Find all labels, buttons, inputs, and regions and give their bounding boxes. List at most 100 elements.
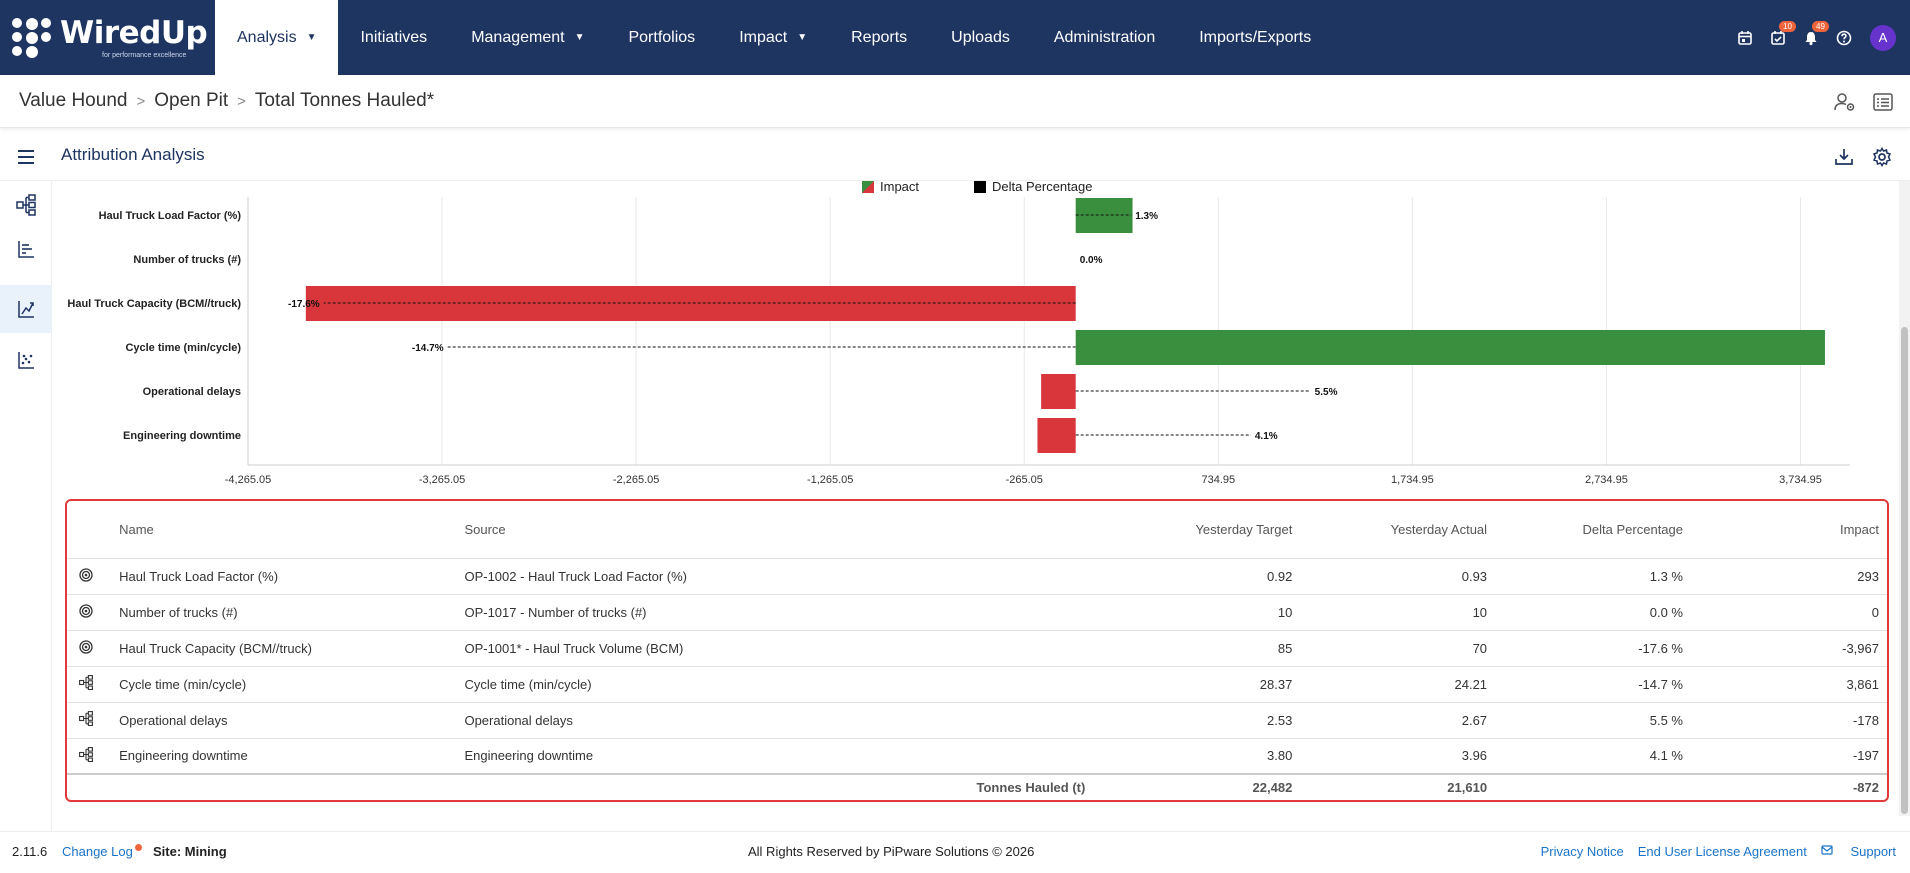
brand-name: WiredUp xyxy=(60,15,208,51)
table-row[interactable]: Cycle time (min/cycle) Cycle time (min/cy… xyxy=(67,666,1887,703)
attribution-chart: Impact Delta Percentage -4,265.05 -3,265.05… xyxy=(67,181,1850,486)
column-header-source[interactable]: Source xyxy=(456,501,1094,559)
attribution-table: Name Source Yesterday Target Yesterday A… xyxy=(67,501,1887,800)
tree-view-icon[interactable] xyxy=(0,181,52,229)
table-row[interactable]: Number of trucks (#) OP-1017 - Number of … xyxy=(67,594,1887,631)
user-settings-icon[interactable] xyxy=(1832,89,1858,115)
x-tick-label: -265.05 xyxy=(1006,474,1043,486)
tasks-icon[interactable]: 10 xyxy=(1762,20,1796,54)
delta-label: 4.1% xyxy=(1255,431,1278,442)
cell-name: Engineering downtime xyxy=(111,738,457,775)
wiredup-logo[interactable]: WiredUp for performance excellence xyxy=(12,15,208,60)
support-label: Support xyxy=(1850,844,1896,859)
nav-item-impact[interactable]: Impact ▼ xyxy=(717,0,829,75)
cell-impact: -197 xyxy=(1691,738,1887,775)
nav-item-initiatives[interactable]: Initiatives xyxy=(338,0,449,75)
column-header-delta[interactable]: Delta Percentage xyxy=(1495,501,1691,559)
impact-bar xyxy=(1041,374,1076,409)
cell-delta: 5.5 % xyxy=(1495,702,1691,739)
nav-item-label: Imports/Exports xyxy=(1199,28,1312,46)
nav-item-administration[interactable]: Administration xyxy=(1032,0,1177,75)
table-row[interactable]: Engineering downtime Engineering downtime… xyxy=(67,738,1887,775)
target-icon xyxy=(67,558,112,595)
nav-item-reports[interactable]: Reports xyxy=(829,0,929,75)
scrollbar-thumb[interactable] xyxy=(1901,327,1908,814)
column-header-name[interactable]: Name xyxy=(111,501,457,559)
version-label: 2.11.6 xyxy=(12,844,48,859)
legend-delta-label: Delta Percentage xyxy=(992,181,1092,194)
brand-tagline: for performance excellence xyxy=(102,52,187,59)
help-icon[interactable] xyxy=(1828,22,1860,54)
main-content: Impact Delta Percentage -4,265.05 -3,265.05… xyxy=(52,181,1900,831)
nav-item-analysis[interactable]: Analysis ▼ xyxy=(215,0,339,75)
target-icon xyxy=(67,630,112,667)
column-header-actual[interactable]: Yesterday Actual xyxy=(1300,501,1496,559)
total-target: 22,482 xyxy=(1093,773,1301,800)
cell-delta: -17.6 % xyxy=(1495,630,1691,667)
cell-target: 2.53 xyxy=(1093,702,1301,739)
cell-name: Haul Truck Load Factor (%) xyxy=(111,558,457,595)
legend-impact-label: Impact xyxy=(880,181,919,194)
attribution-table-container: Name Source Yesterday Target Yesterday A… xyxy=(65,499,1889,802)
delta-label: 5.5% xyxy=(1315,387,1338,398)
page-title: Attribution Analysis xyxy=(61,145,205,164)
privacy-notice-link[interactable]: Privacy Notice xyxy=(1540,844,1624,859)
column-header-target[interactable]: Yesterday Target xyxy=(1093,501,1301,559)
nav-item-label: Impact xyxy=(739,28,788,46)
change-log-link[interactable]: Change Log xyxy=(62,844,142,859)
vertical-scrollbar[interactable] xyxy=(1899,181,1910,816)
cell-name: Operational delays xyxy=(111,702,457,739)
cell-source: OP-1017 - Number of trucks (#) xyxy=(456,594,1094,631)
nav-item-imports-exports[interactable]: Imports/Exports xyxy=(1177,0,1333,75)
list-view-icon[interactable] xyxy=(1870,89,1896,115)
cell-impact: 0 xyxy=(1691,594,1887,631)
cell-impact: 3,861 xyxy=(1691,666,1887,703)
table-header-row: Name Source Yesterday Target Yesterday A… xyxy=(67,501,1887,559)
breadcrumb-item: Total Tonnes Hauled* xyxy=(254,90,435,111)
cell-source: Engineering downtime xyxy=(456,738,1094,775)
attribution-chart-icon[interactable] xyxy=(0,285,52,333)
table-row[interactable]: Haul Truck Load Factor (%) OP-1002 - Haul… xyxy=(67,558,1887,595)
bell-icon[interactable]: 49 xyxy=(1795,20,1829,54)
cell-source: OP-1002 - Haul Truck Load Factor (%) xyxy=(456,558,1094,595)
cell-delta: 0.0 % xyxy=(1495,594,1691,631)
delta-label: 0.0% xyxy=(1080,255,1103,266)
total-actual: 21,610 xyxy=(1300,773,1496,800)
target-icon xyxy=(67,594,112,631)
column-header-impact[interactable]: Impact xyxy=(1691,501,1887,559)
calendar-icon[interactable] xyxy=(1729,22,1761,54)
nav-item-uploads[interactable]: Uploads xyxy=(929,0,1032,75)
scatter-plot-icon[interactable] xyxy=(0,336,52,384)
support-icon xyxy=(1821,845,1833,855)
cell-source: OP-1001* - Haul Truck Volume (BCM) xyxy=(456,630,1094,667)
nav-item-label: Analysis xyxy=(237,28,297,46)
category-label: Cycle time (min/cycle) xyxy=(125,342,241,354)
tasks-badge: 10 xyxy=(1779,20,1796,32)
breadcrumb-item[interactable]: Open Pit xyxy=(154,90,229,111)
x-tick-label: 734.95 xyxy=(1201,474,1235,486)
caret-down-icon: ▼ xyxy=(306,32,317,43)
cell-delta: 4.1 % xyxy=(1495,738,1691,775)
total-label: Tonnes Hauled (t) xyxy=(456,773,1094,800)
breadcrumb-item[interactable]: Value Hound xyxy=(19,90,128,111)
nav-item-portfolios[interactable]: Portfolios xyxy=(606,0,717,75)
table-row[interactable]: Haul Truck Capacity (BCM//truck) OP-1001*… xyxy=(67,630,1887,667)
footer: 2.11.6 Change Log Site: Mining All Right… xyxy=(0,831,1910,873)
support-link[interactable]: Support xyxy=(1821,844,1896,859)
table-row[interactable]: Operational delays Operational delays 2.53… xyxy=(67,702,1887,739)
eula-link[interactable]: End User License Agreement xyxy=(1637,844,1807,859)
gear-icon[interactable] xyxy=(1868,143,1896,171)
menu-icon[interactable] xyxy=(16,147,36,167)
download-icon[interactable] xyxy=(1830,143,1858,171)
nav-item-label: Reports xyxy=(851,28,908,46)
user-avatar[interactable]: A xyxy=(1870,24,1896,51)
copyright-text: All Rights Reserved by PiPware Solutions… xyxy=(748,844,1035,859)
impact-bar xyxy=(1037,418,1076,453)
tree-icon xyxy=(67,738,112,775)
page-toolbar: Attribution Analysis xyxy=(0,135,1910,181)
cell-target: 0.92 xyxy=(1093,558,1301,595)
x-tick-label: -2,265.05 xyxy=(613,474,659,486)
bar-chart-icon[interactable] xyxy=(0,225,52,273)
nav-item-management[interactable]: Management ▼ xyxy=(449,0,606,75)
cell-target: 10 xyxy=(1093,594,1301,631)
